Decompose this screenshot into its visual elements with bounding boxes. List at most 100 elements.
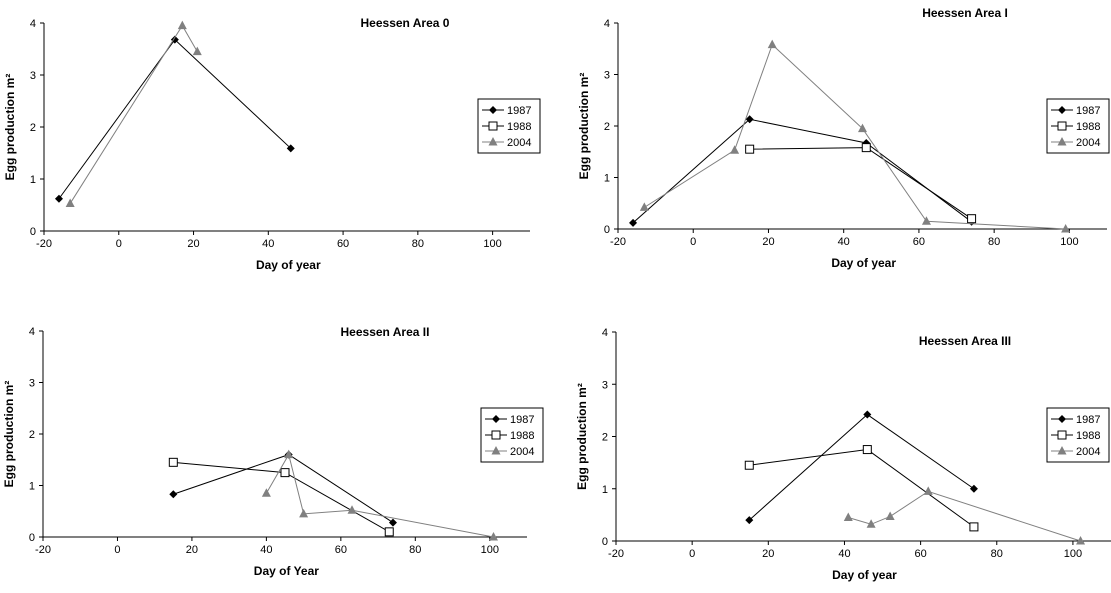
- legend-marker: [1058, 415, 1066, 423]
- series-line: [58, 38, 292, 200]
- legend-marker: [491, 446, 501, 455]
- legend: 1987 1988 2004: [477, 98, 541, 154]
- legend-item-1988: 1988: [482, 121, 531, 133]
- legend-label: 1988: [1076, 430, 1100, 442]
- legend-label: 1987: [507, 105, 531, 117]
- legend-item-1987: 1987: [1051, 414, 1100, 426]
- y-tick-label: 0: [602, 536, 608, 548]
- data-point: [170, 35, 179, 44]
- x-tick-label: 40: [838, 236, 850, 248]
- series-1988: [168, 457, 394, 537]
- y-tick-label: 1: [29, 481, 35, 493]
- data-point: [861, 143, 871, 153]
- legend-label: 1988: [507, 121, 531, 133]
- data-point: [745, 144, 755, 154]
- legend-marker: [1057, 137, 1067, 146]
- x-tick-label: 80: [412, 238, 424, 250]
- legend-marker: [1058, 106, 1066, 114]
- y-tick-label: 1: [30, 174, 36, 186]
- series-2004: [261, 449, 498, 541]
- y-tick-label: 3: [604, 70, 610, 82]
- y-tick-label: 0: [29, 532, 35, 544]
- y-axis-label: Egg production m²: [3, 74, 17, 181]
- data-point: [745, 115, 754, 124]
- legend-item-2004: 2004: [485, 446, 534, 458]
- legend-label: 1988: [510, 430, 534, 442]
- legend-label: 1987: [1076, 414, 1100, 426]
- data-point: [639, 202, 649, 211]
- data-point: [65, 198, 75, 207]
- data-point: [261, 488, 271, 497]
- legend-marker: [492, 415, 500, 423]
- y-axis-label: Egg production m²: [2, 381, 16, 488]
- x-axis-label: Day of year: [832, 568, 897, 582]
- data-point: [388, 518, 397, 527]
- data-point: [862, 445, 872, 455]
- chart-title: Heessen Area III: [919, 334, 1011, 348]
- data-point: [730, 145, 740, 154]
- x-tick-label: -20: [610, 236, 626, 248]
- y-tick-label: 3: [602, 379, 608, 391]
- series-2004: [639, 39, 1071, 233]
- data-point: [744, 460, 754, 470]
- data-point: [1061, 224, 1071, 233]
- y-tick-label: 2: [29, 429, 35, 441]
- data-point: [347, 505, 357, 514]
- series-1987: [54, 35, 295, 203]
- y-tick-label: 1: [602, 484, 608, 496]
- y-tick-label: 4: [30, 18, 36, 30]
- data-point: [629, 218, 638, 227]
- data-point: [299, 508, 309, 518]
- legend-label: 1987: [510, 414, 534, 426]
- series-1987: [629, 115, 976, 227]
- data-point: [863, 410, 872, 419]
- x-tick-label: 80: [991, 548, 1003, 560]
- x-tick-label: 40: [260, 544, 272, 556]
- x-tick-label: 20: [187, 238, 199, 250]
- x-tick-label: -20: [35, 544, 51, 556]
- legend-marker: [1057, 430, 1067, 440]
- legend-marker: [488, 121, 498, 131]
- legend-label: 2004: [507, 137, 531, 149]
- legend-marker: [488, 137, 498, 146]
- series-line: [848, 490, 1081, 542]
- x-tick-label: 0: [690, 236, 696, 248]
- x-axis-label: Day of Year: [254, 564, 319, 578]
- data-point: [169, 490, 178, 499]
- legend: 1987 1988 2004: [1046, 98, 1110, 154]
- data-point: [286, 144, 295, 153]
- x-tick-label: 60: [914, 548, 926, 560]
- y-tick-label: 4: [604, 18, 610, 30]
- series-line: [749, 449, 975, 528]
- x-tick-label: 40: [838, 548, 850, 560]
- series-1987: [745, 410, 978, 525]
- x-axis-label: Day of year: [831, 256, 896, 270]
- data-point: [177, 20, 187, 30]
- y-tick-label: 2: [30, 122, 36, 134]
- series-line: [644, 43, 1066, 230]
- x-tick-label: 80: [409, 544, 421, 556]
- legend-label: 2004: [1076, 446, 1100, 458]
- series-2004: [843, 486, 1086, 545]
- data-point: [923, 486, 933, 495]
- series-line: [749, 147, 972, 220]
- data-point: [866, 519, 876, 528]
- series-line: [265, 453, 494, 538]
- y-tick-label: 4: [29, 326, 35, 338]
- data-point: [745, 516, 754, 525]
- legend-item-1988: 1988: [485, 430, 534, 442]
- x-tick-label: 0: [114, 544, 120, 556]
- x-tick-label: 100: [483, 238, 501, 250]
- data-point: [885, 511, 895, 520]
- x-tick-label: 80: [988, 236, 1000, 248]
- series-1988: [745, 143, 977, 224]
- legend-marker: [489, 106, 497, 114]
- x-tick-label: 60: [337, 238, 349, 250]
- chart-title: Heessen Area 0: [361, 16, 450, 30]
- x-axis-label: Day of year: [256, 258, 321, 272]
- data-point: [921, 216, 931, 225]
- legend: 1987 1988 2004: [1046, 407, 1110, 463]
